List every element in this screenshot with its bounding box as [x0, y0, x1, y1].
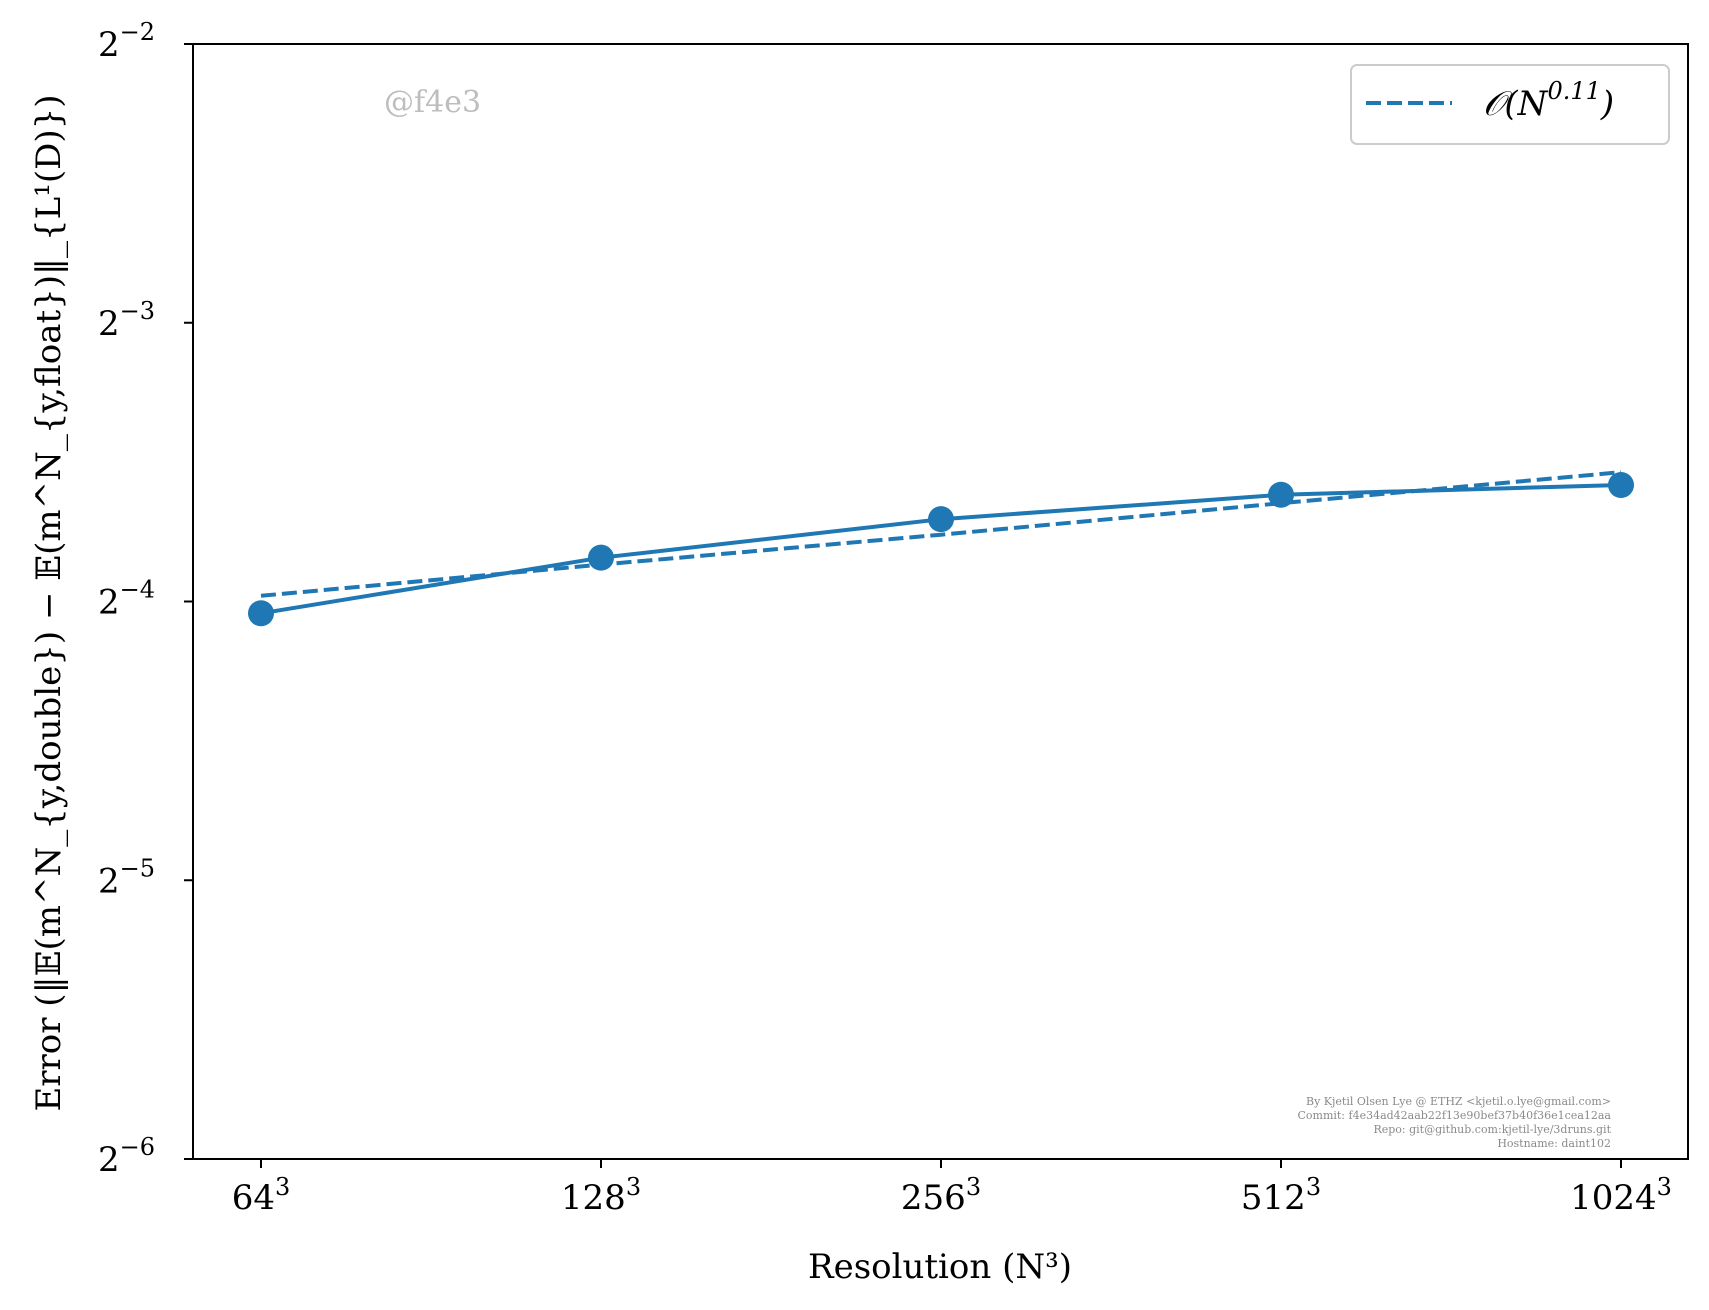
x-tick-label: 2563	[901, 1173, 981, 1218]
legend: 𝒪(N0.11)	[1350, 64, 1670, 145]
footer-line-author: By Kjetil Olsen Lye @ ETHZ <kjetil.o.lye…	[1306, 1095, 1611, 1108]
legend-label-close: )	[1600, 84, 1614, 124]
series-layer	[248, 470, 1634, 627]
data-point-marker	[588, 544, 614, 571]
footer-line-hostname: Hostname: daint102	[1497, 1137, 1611, 1150]
y-axis-ticks: 2−22−32−42−52−6	[98, 18, 193, 1180]
y-tick-label-exp: −2	[120, 18, 155, 46]
y-tick-label-base: 2	[98, 304, 120, 344]
series-fit-line	[260, 470, 1622, 598]
footer-credits: By Kjetil Olsen Lye @ ETHZ <kjetil.o.lye…	[1297, 1095, 1611, 1150]
x-axis-ticks: 643 1283 2563 5123 10243	[232, 1159, 1672, 1218]
x-tick-label-exp: 3	[1657, 1173, 1672, 1201]
x-tick-label-base: 64	[232, 1178, 275, 1218]
legend-label-base: 𝒪(N	[1483, 84, 1549, 124]
x-tick-label-base: 1024	[1570, 1178, 1657, 1218]
y-tick-label-base: 2	[98, 583, 120, 623]
x-axis-label: Resolution (N³)	[808, 1247, 1072, 1287]
x-tick-label: 643	[232, 1173, 291, 1218]
y-tick-label-base: 2	[98, 25, 120, 65]
y-tick-label-exp: −3	[120, 297, 155, 325]
legend-label: 𝒪(N0.11)	[1483, 77, 1614, 124]
y-tick-label: 2−5	[98, 854, 155, 901]
y-tick-label-exp: −4	[120, 576, 155, 604]
y-tick-label-base: 2	[98, 861, 120, 901]
x-tick-label: 1283	[561, 1173, 641, 1218]
x-tick-label-exp: 3	[275, 1173, 290, 1201]
watermark: @f4e3	[384, 85, 481, 120]
x-tick-label: 10243	[1570, 1173, 1672, 1218]
x-tick-label-base: 256	[901, 1178, 966, 1218]
footer-line-commit: Commit: f4e34ad42aab22f13e90bef37b40f36e…	[1297, 1109, 1611, 1122]
legend-box	[1350, 64, 1670, 145]
y-axis-label: Error (‖𝔼(m^N_{y,double}) − 𝔼(m^N_{y,flo…	[29, 94, 69, 1111]
x-tick-label-base: 512	[1241, 1178, 1306, 1218]
y-tick-label: 2−3	[98, 297, 155, 344]
y-tick-label: 2−4	[98, 576, 155, 623]
x-tick-label: 5123	[1241, 1173, 1321, 1218]
y-tick-label: 2−6	[98, 1133, 155, 1180]
data-point-marker	[928, 506, 954, 533]
legend-label-exp: 0.11	[1547, 77, 1600, 105]
y-tick-label: 2−2	[98, 18, 155, 65]
data-point-marker	[1608, 472, 1634, 499]
y-tick-label-exp: −5	[120, 854, 155, 882]
data-point-marker	[248, 600, 274, 627]
y-tick-label-base: 2	[98, 1140, 120, 1180]
x-tick-label-exp: 3	[966, 1173, 981, 1201]
x-tick-label-exp: 3	[626, 1173, 641, 1201]
y-tick-label-exp: −6	[120, 1133, 155, 1161]
x-tick-label-base: 128	[561, 1178, 626, 1218]
x-tick-label-exp: 3	[1306, 1173, 1321, 1201]
footer-line-repo: Repo: git@github.com:kjetil-lye/3druns.g…	[1373, 1123, 1611, 1136]
